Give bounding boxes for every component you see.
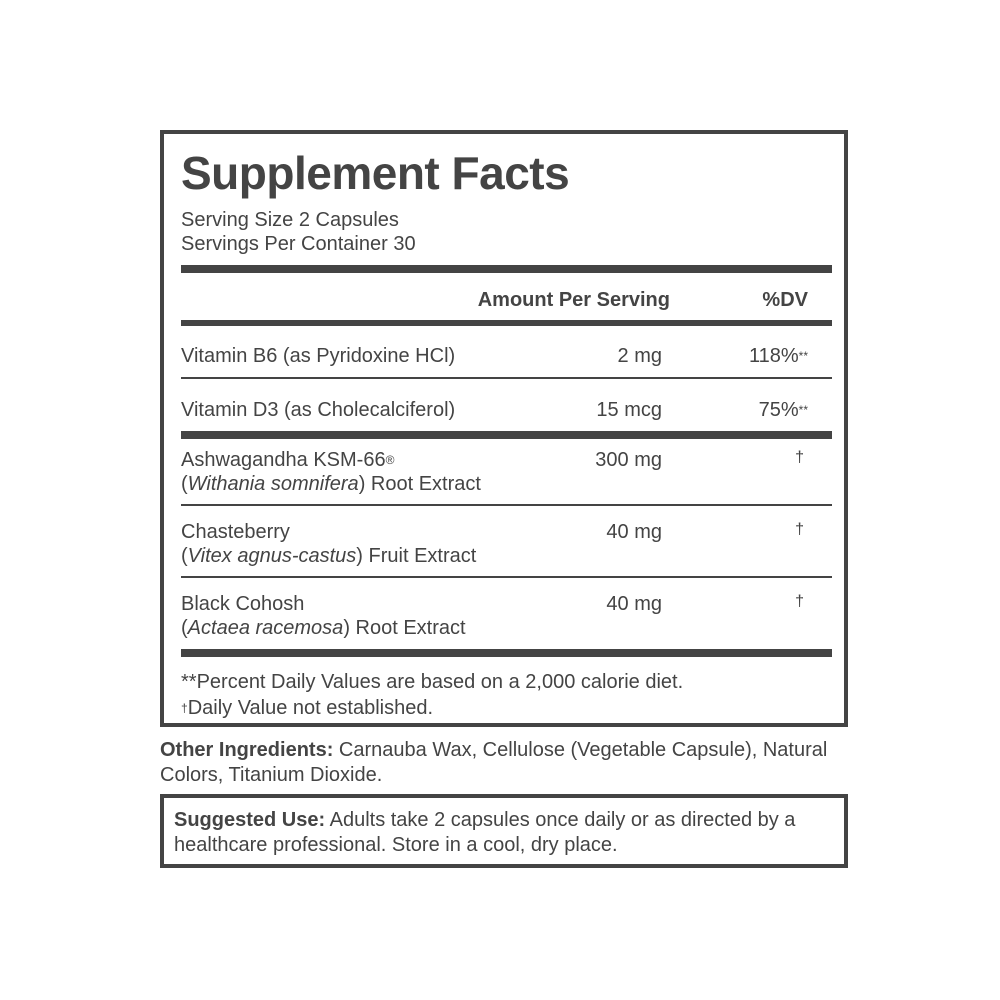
footnote-percent-dv: **Percent Daily Values are based on a 2,… (181, 671, 684, 693)
row-dv: 75%** (759, 398, 808, 422)
extract-text: Root Extract (349, 617, 466, 639)
latin-name: Withania somnifera (187, 473, 359, 495)
other-ingredients-label: Other Ingredients: (160, 739, 334, 761)
row-name: Vitamin D3 (as Cholecalciferol) (181, 399, 456, 421)
dagger-mark: † (181, 701, 188, 715)
divider-thin (181, 377, 832, 379)
row-name: Ashwagandha KSM-66® (181, 448, 394, 472)
dv-value: 75% (758, 399, 799, 421)
divider-thick (181, 265, 832, 273)
servings-per-container: Servings Per Container 30 (181, 233, 416, 255)
dv-value: 118% (748, 345, 799, 367)
row-dv: † (795, 449, 804, 466)
other-ingredients: Other Ingredients: Carnauba Wax, Cellulo… (160, 738, 850, 788)
header-dv: %DV (762, 289, 808, 311)
panel-title: Supplement Facts (181, 147, 570, 199)
row-amount: 40 mg (606, 521, 662, 543)
row-latin: (Actaea racemosa) Root Extract (181, 617, 466, 639)
supplement-facts-panel: Supplement Facts Serving Size 2 Capsules… (160, 130, 848, 727)
latin-name: Actaea racemosa (187, 617, 344, 639)
row-amount: 300 mg (595, 449, 662, 471)
row-dv: † (795, 521, 804, 538)
header-amount: Amount Per Serving (477, 289, 670, 311)
serving-size: Serving Size 2 Capsules (181, 209, 399, 231)
divider-thick (181, 649, 832, 657)
row-dv: 118%** (749, 344, 808, 368)
suggested-use-box: Suggested Use: Adults take 2 capsules on… (160, 794, 848, 868)
row-amount: 15 mcg (596, 399, 662, 421)
extract-text: Fruit Extract (362, 545, 477, 567)
row-amount: 40 mg (606, 593, 662, 615)
row-name: Chasteberry (181, 521, 290, 543)
divider-thin (181, 576, 832, 578)
row-amount: 2 mg (617, 345, 662, 367)
dagger-text: Daily Value not established. (187, 697, 434, 719)
registered-mark: ® (385, 453, 395, 467)
row-dv: † (795, 593, 804, 610)
row-name: Vitamin B6 (as Pyridoxine HCl) (181, 345, 456, 367)
row-latin: (Withania somnifera) Root Extract (181, 473, 481, 495)
extract-text: Root Extract (365, 473, 481, 495)
row-latin: (Vitex agnus-castus) Fruit Extract (181, 545, 477, 567)
dv-mark: ** (798, 403, 808, 417)
name-text: Ashwagandha KSM-66 (181, 449, 386, 471)
dv-mark: ** (798, 349, 808, 363)
other-ingredients-text: Carnauba Wax, Cellulose (Vegetable Capsu… (160, 739, 828, 786)
divider-medium (181, 320, 832, 326)
row-name: Black Cohosh (181, 593, 305, 615)
latin-name: Vitex agnus-castus (187, 545, 357, 567)
footnote-dagger: †Daily Value not established. (181, 696, 433, 720)
suggested-use-text: Adults take 2 capsules once daily or as … (174, 809, 796, 856)
suggested-use-label: Suggested Use: (174, 809, 326, 831)
divider-thick (181, 431, 832, 439)
divider-thin (181, 504, 832, 506)
